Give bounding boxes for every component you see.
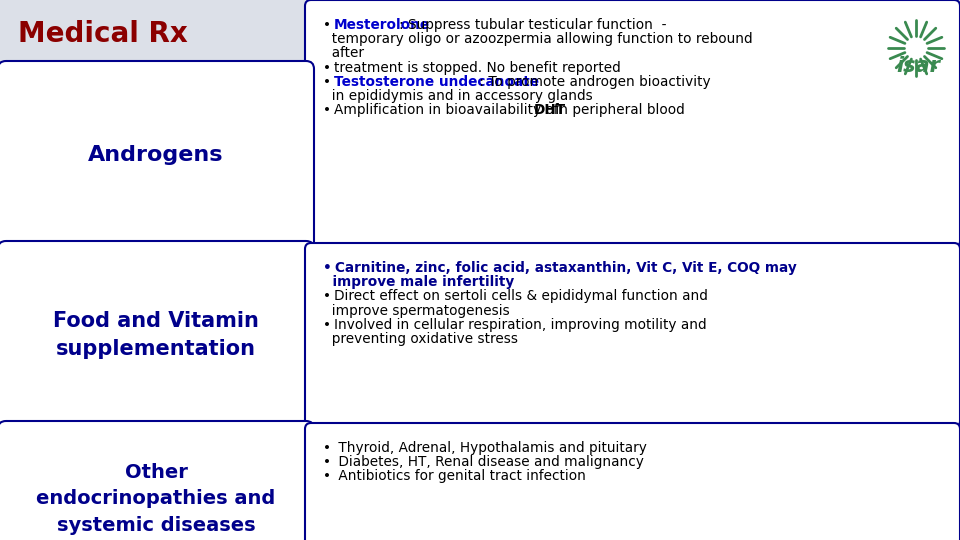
Text: improve spermatogenesis: improve spermatogenesis [323, 303, 510, 318]
Text: DHT: DHT [534, 103, 565, 117]
Text: •: • [323, 261, 337, 275]
FancyBboxPatch shape [305, 423, 960, 540]
Text: Medical Rx: Medical Rx [18, 19, 188, 48]
Text: •: • [323, 75, 335, 89]
Text: •: • [323, 18, 335, 32]
Text: in peripheral blood: in peripheral blood [551, 103, 684, 117]
FancyBboxPatch shape [0, 241, 314, 429]
Text: •: • [323, 469, 335, 483]
FancyBboxPatch shape [0, 61, 314, 249]
Text: Other
endocrinopathies and
systemic diseases: Other endocrinopathies and systemic dise… [36, 463, 276, 535]
Text: Androgens: Androgens [88, 145, 224, 165]
Text: treatment is stopped. No benefit reported: treatment is stopped. No benefit reporte… [334, 60, 621, 75]
Text: preventing oxidative stress: preventing oxidative stress [323, 332, 518, 346]
Text: Amplification in bioavailability of: Amplification in bioavailability of [334, 103, 564, 117]
Text: : Suppress tubular testicular function  -: : Suppress tubular testicular function - [398, 18, 666, 32]
Text: Thyroid, Adrenal, Hypothalamis and pituitary: Thyroid, Adrenal, Hypothalamis and pitui… [334, 441, 647, 455]
Text: after: after [323, 46, 364, 60]
FancyBboxPatch shape [305, 0, 960, 247]
Text: isar: isar [896, 56, 940, 76]
Text: Antibiotics for genital tract infection: Antibiotics for genital tract infection [334, 469, 586, 483]
Text: temporary oligo or azoozpermia allowing function to rebound: temporary oligo or azoozpermia allowing … [323, 32, 753, 46]
Text: Involved in cellular respiration, improving motility and: Involved in cellular respiration, improv… [334, 318, 707, 332]
Text: Mesterolone: Mesterolone [334, 18, 430, 32]
Text: improve male infertility: improve male infertility [323, 275, 515, 289]
Text: •: • [323, 455, 335, 469]
Text: : To promote androgen bioactivity: : To promote androgen bioactivity [475, 75, 710, 89]
Text: Direct effect on sertoli cells & epididymal function and: Direct effect on sertoli cells & epididy… [334, 289, 708, 303]
Text: •: • [323, 318, 335, 332]
Text: Testosterone undecanoate: Testosterone undecanoate [334, 75, 540, 89]
Text: in epididymis and in accessory glands: in epididymis and in accessory glands [323, 89, 592, 103]
Text: Food and Vitamin
supplementation: Food and Vitamin supplementation [53, 311, 259, 359]
Text: •: • [323, 289, 335, 303]
FancyBboxPatch shape [0, 421, 314, 540]
Text: •: • [323, 103, 335, 117]
Text: •: • [323, 60, 335, 75]
Text: Carnitine, zinc, folic acid, astaxanthin, Vit C, Vit E, COQ may: Carnitine, zinc, folic acid, astaxanthin… [335, 261, 797, 275]
Text: Diabetes, HT, Renal disease and malignancy: Diabetes, HT, Renal disease and malignan… [334, 455, 644, 469]
FancyBboxPatch shape [305, 243, 960, 427]
Text: •: • [323, 441, 335, 455]
